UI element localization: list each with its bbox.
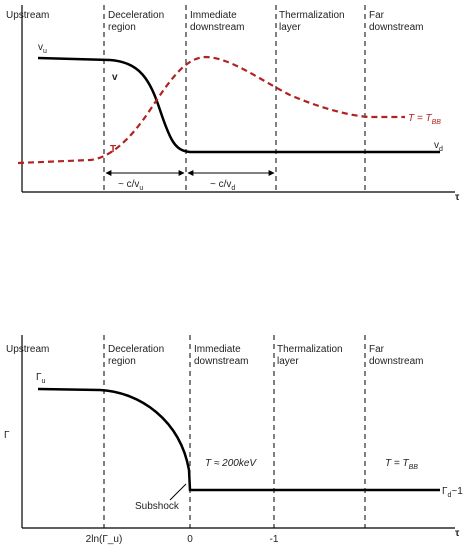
region-label: layer (277, 356, 299, 367)
region-label: downstream (369, 22, 423, 33)
region-label: Upstream (6, 10, 49, 21)
t-far-label: T = TBB (385, 458, 418, 471)
subshock-label: Subshock (135, 501, 180, 512)
y-axis-label: Γ (4, 430, 10, 441)
x-tick-label: 0 (187, 534, 193, 545)
region-label: layer (279, 22, 301, 33)
region-label: Far (369, 344, 385, 355)
x-axis-label: τ (455, 192, 460, 203)
region-label: region (108, 22, 136, 33)
region-label: region (108, 356, 136, 367)
gamma-downstream-label: Γd~1 (442, 486, 463, 499)
region-label: downstream (369, 356, 423, 367)
t-label: T (110, 144, 116, 155)
width-upstream-label: ~ c/vu (118, 179, 143, 192)
region-label: Thermalization (279, 10, 345, 21)
velocity-curve (37, 56, 440, 154)
region-label: Deceleration (108, 10, 164, 21)
region-label: Upstream (6, 344, 49, 355)
region-label: Thermalization (277, 344, 343, 355)
region-label: downstream (190, 22, 244, 33)
v-upstream-label: vu (38, 42, 47, 55)
t-far-label: T = TBB (408, 113, 441, 126)
region-labels: Upstream DecelerationregionImmediatedowns… (6, 10, 423, 33)
region-label: Far (369, 10, 385, 21)
temperature-curve (17, 55, 405, 165)
region-label: downstream (194, 356, 248, 367)
v-label: v (112, 72, 118, 83)
x-tick-label: 2ln(Γ_u) (86, 534, 123, 545)
bottom-panel: Upstream DecelerationregionImmediatedowns… (4, 335, 463, 545)
region-label: Immediate (194, 344, 241, 355)
x-tick-label: -1 (270, 534, 279, 545)
gamma-upstream-label: Γu (36, 372, 46, 385)
x-axis-label: τ (455, 528, 460, 539)
width-downstream-label: ~ c/vd (210, 179, 235, 192)
subshock-leader (169, 483, 187, 501)
region-label: Immediate (190, 10, 237, 21)
t-immediate-label: T ≈ 200keV (205, 458, 257, 469)
region-labels: Upstream DecelerationregionImmediatedowns… (6, 344, 423, 367)
top-panel: Upstream DecelerationregionImmediatedowns… (6, 5, 460, 203)
region-label: Deceleration (108, 344, 164, 355)
v-downstream-label: vd (434, 140, 443, 153)
lorentz-factor-curve (37, 387, 440, 492)
